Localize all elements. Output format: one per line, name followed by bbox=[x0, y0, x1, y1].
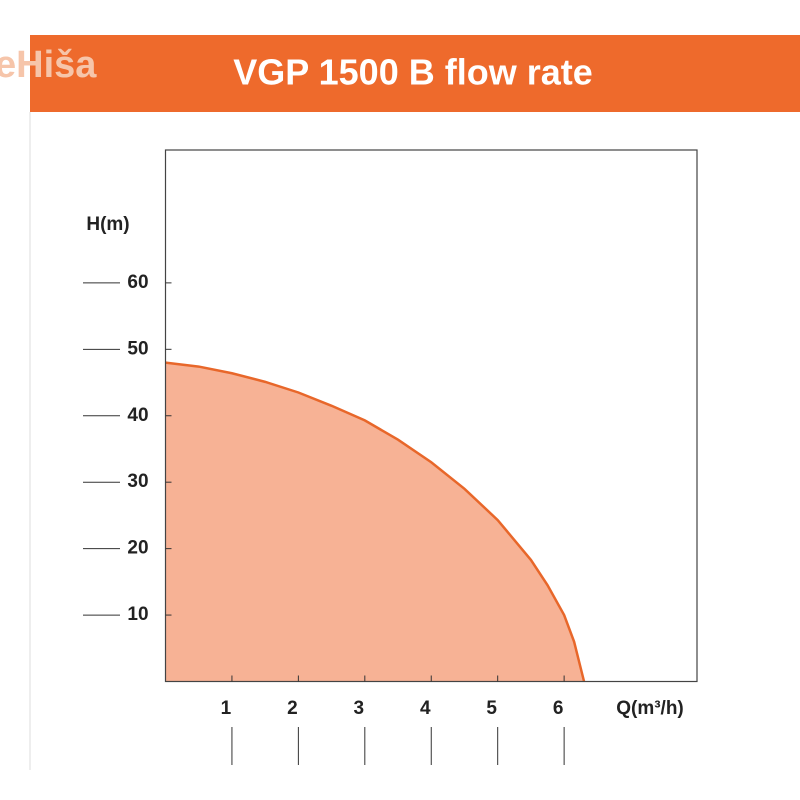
y-tick-label: 10 bbox=[127, 604, 148, 625]
header-bar bbox=[30, 35, 800, 112]
x-tick-label: 4 bbox=[420, 698, 431, 719]
x-tick-label: 1 bbox=[221, 698, 232, 719]
x-tick-label: 3 bbox=[354, 698, 365, 719]
chart-title: VGP 1500 B flow rate bbox=[233, 52, 593, 93]
y-tick-label: 40 bbox=[127, 405, 148, 426]
y-tick-label: 50 bbox=[127, 338, 148, 359]
x-tick-label: 6 bbox=[553, 698, 564, 719]
y-axis-label: H(m) bbox=[86, 214, 129, 235]
y-tick-label: 60 bbox=[127, 272, 148, 293]
area bbox=[165, 362, 585, 682]
x-axis-label: Q(m³/h) bbox=[616, 698, 684, 719]
x-tick-label: 2 bbox=[287, 698, 298, 719]
logo: eHiša bbox=[0, 44, 97, 86]
y-tick-label: 30 bbox=[127, 471, 148, 492]
y-tick-label: 20 bbox=[127, 538, 148, 559]
x-tick-label: 5 bbox=[486, 698, 497, 719]
area-line bbox=[165, 361, 586, 682]
